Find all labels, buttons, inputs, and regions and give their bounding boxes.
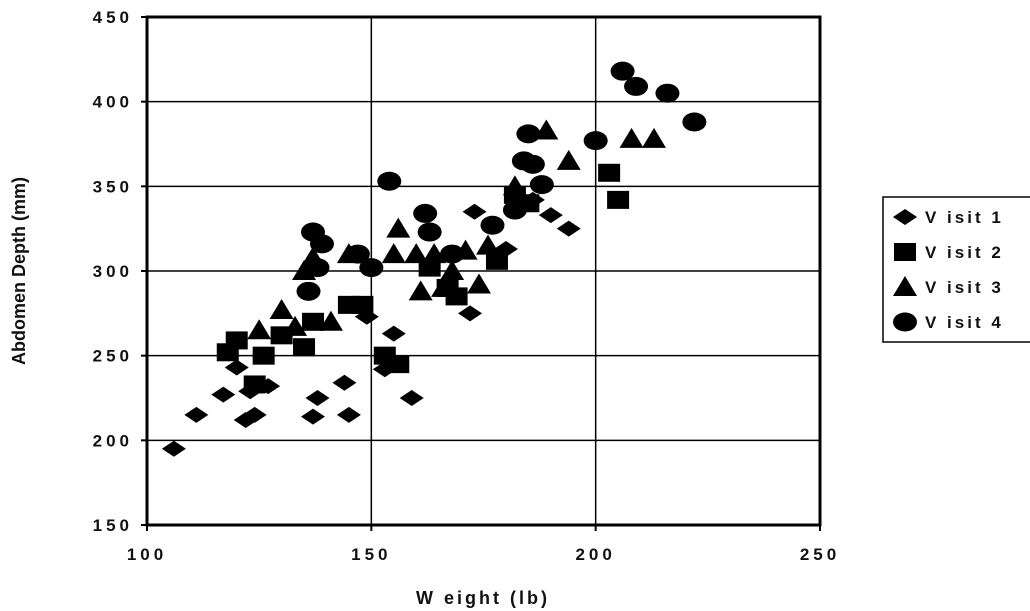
circle-point: [309, 234, 334, 254]
legend-label: V isit 3: [925, 278, 1004, 297]
triangle-point: [318, 310, 343, 331]
diamond-point: [224, 359, 249, 376]
legend-square-icon: [894, 243, 916, 261]
square-point: [485, 251, 508, 270]
circle-point: [413, 203, 438, 223]
triangle-point: [431, 276, 456, 297]
legend: V isit 1 V isit 2 V isit 3 V isit 4: [882, 196, 1030, 343]
diamond-point: [161, 440, 186, 457]
triangle-point: [556, 149, 581, 170]
legend-item-visit-2: V isit 2: [894, 243, 1004, 262]
y-tick-label: 300: [93, 262, 133, 281]
circle-point: [417, 222, 442, 242]
diamond-point: [336, 406, 361, 423]
legend-label: V isit 1: [925, 208, 1004, 227]
y-tick-label: 450: [93, 8, 133, 27]
diamond-point: [332, 374, 357, 391]
y-tick-label: 250: [93, 347, 133, 366]
circle-point: [520, 154, 545, 174]
square-point: [252, 346, 275, 365]
circle-point: [377, 171, 402, 191]
diamond-point: [301, 408, 326, 425]
circle-point: [359, 258, 384, 278]
x-tick-label: 150: [351, 545, 391, 564]
circle-point: [516, 124, 541, 144]
diamond-point: [458, 305, 483, 322]
legend-label: V isit 2: [925, 243, 1004, 262]
triangle-point: [619, 127, 644, 148]
triangle-point: [641, 127, 666, 148]
triangle-point: [381, 243, 406, 264]
circle-point: [480, 215, 505, 235]
legend-item-visit-1: V isit 1: [893, 208, 1004, 227]
diamond-point: [305, 390, 330, 406]
triangle-point: [404, 243, 429, 264]
triangle-point: [422, 243, 447, 264]
legend-item-visit-4: V isit 4: [893, 312, 1004, 332]
diamond-point: [538, 207, 563, 224]
circle-point: [655, 83, 680, 103]
x-axis-title: W eight (lb): [416, 588, 550, 608]
triangle-point: [269, 298, 294, 319]
circle-point: [624, 76, 649, 96]
square-point: [607, 190, 630, 209]
data-points: [161, 61, 707, 457]
diamond-point: [211, 386, 236, 403]
triangle-point: [283, 315, 308, 336]
circle-point: [583, 131, 608, 151]
square-point: [302, 312, 325, 331]
circle-point: [305, 258, 330, 278]
diamond-point: [184, 406, 209, 423]
circle-point: [610, 61, 635, 81]
legend-triangle-icon: [893, 276, 917, 296]
circle-point: [440, 244, 465, 264]
y-tick-label: 350: [93, 177, 133, 196]
grid-lines: [147, 17, 820, 525]
triangle-point: [247, 319, 272, 340]
triangle-point: [475, 234, 500, 255]
circle-point: [529, 175, 554, 195]
triangle-point: [386, 217, 411, 238]
triangle-point: [408, 280, 433, 301]
square-point: [243, 375, 266, 394]
series-visit-2: [216, 163, 630, 394]
diamond-point: [242, 406, 267, 423]
legend-circle-icon: [893, 312, 917, 332]
x-tick-label: 100: [127, 545, 167, 564]
circle-point: [682, 112, 707, 132]
square-point: [418, 258, 441, 277]
diamond-point: [381, 325, 406, 342]
diamond-point: [462, 203, 487, 220]
square-point: [293, 338, 316, 357]
square-point: [387, 355, 410, 374]
y-tick-label: 200: [93, 431, 133, 450]
series-visit-4: [296, 61, 707, 301]
legend-diamond-icon: [893, 209, 917, 225]
diamond-point: [556, 220, 581, 237]
legend-item-visit-3: V isit 3: [893, 276, 1004, 297]
axis-ticks: 100 150 200 250 150 200 250 300 350 400 450: [93, 8, 840, 564]
diamond-point: [399, 390, 424, 406]
square-point: [225, 331, 248, 350]
x-tick-label: 250: [800, 545, 840, 564]
y-tick-label: 150: [93, 516, 133, 535]
triangle-point: [502, 175, 527, 196]
circle-point: [502, 200, 527, 220]
square-point: [598, 163, 621, 182]
y-tick-label: 400: [93, 93, 133, 112]
x-tick-label: 200: [575, 545, 615, 564]
circle-point: [296, 281, 321, 301]
triangle-point: [440, 260, 465, 280]
legend-label: V isit 4: [925, 313, 1004, 332]
triangle-point: [467, 273, 492, 294]
y-axis-title: Abdomen Depth (mm): [9, 177, 29, 365]
circle-point: [345, 244, 370, 264]
series-visit-3: [247, 119, 666, 340]
square-point: [351, 295, 374, 314]
